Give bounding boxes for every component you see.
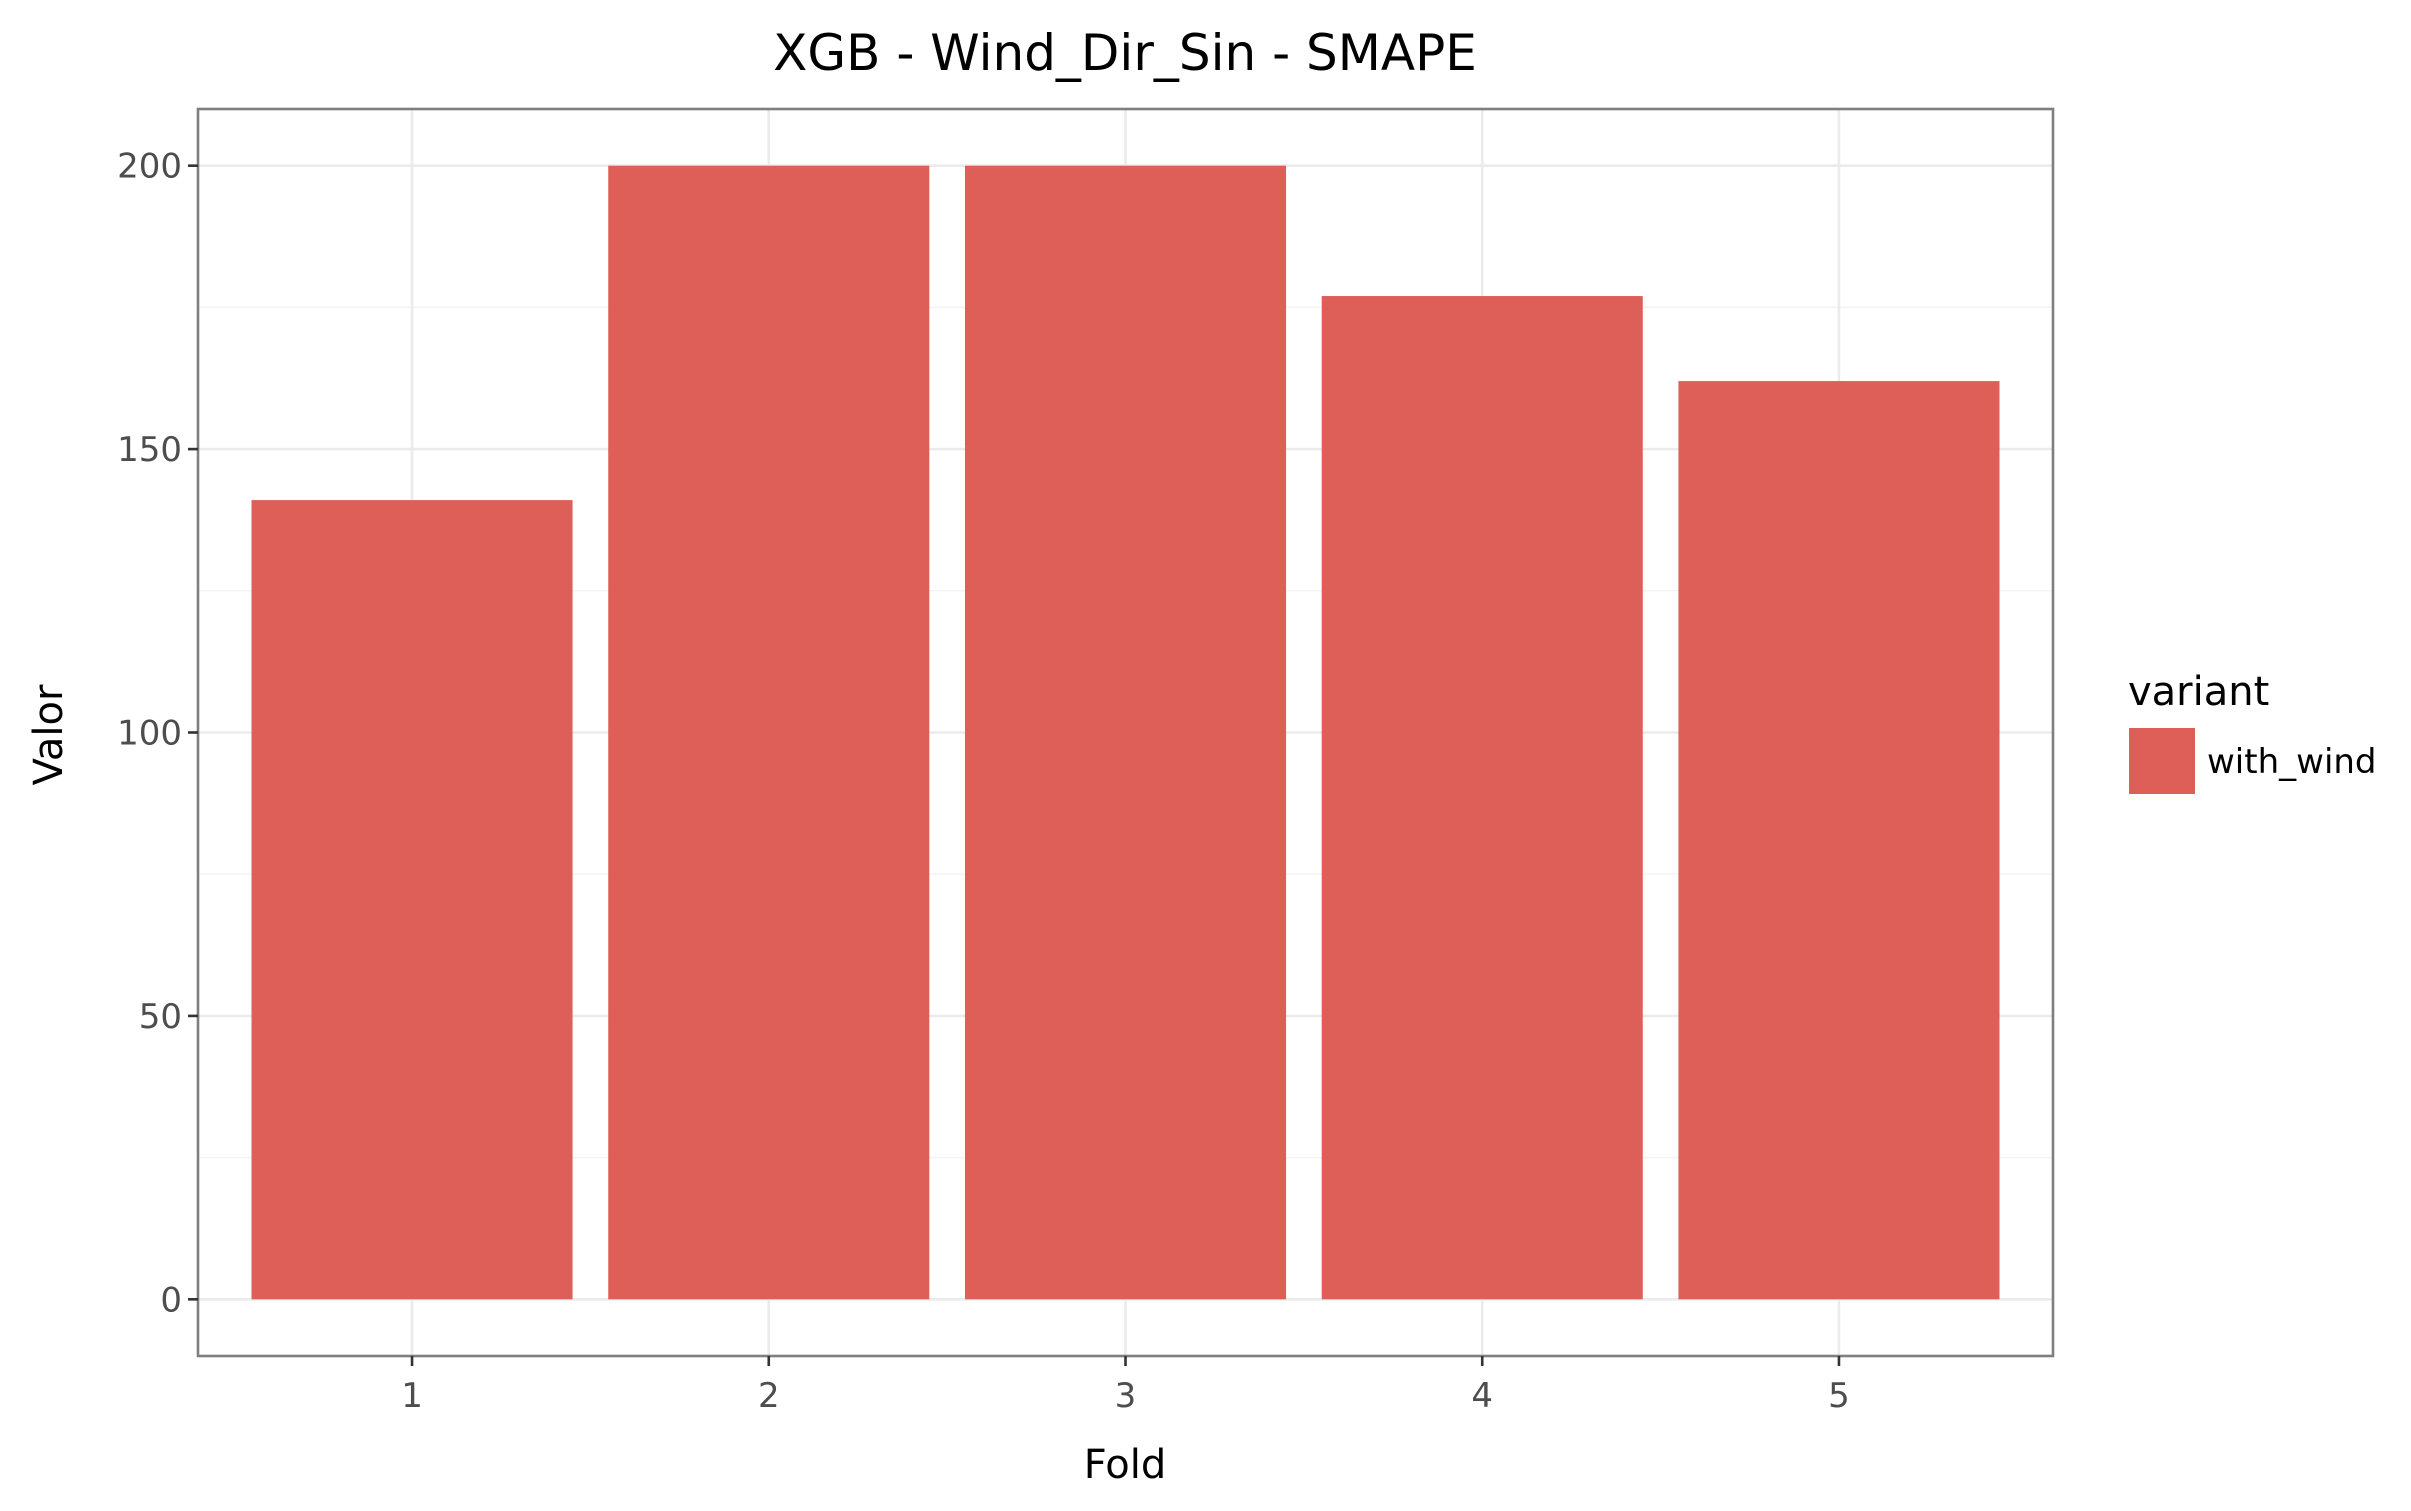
x-axis-title: Fold: [1084, 1442, 1167, 1488]
x-tick-label: 5: [1828, 1376, 1850, 1416]
y-axis-title: Valor: [26, 684, 72, 785]
legend-title: variant: [2128, 669, 2269, 715]
y-tick-label: 200: [117, 147, 182, 187]
legend: variant with_wind: [2128, 669, 2377, 794]
legend-key-with-wind: [2129, 728, 2195, 794]
bar-fold-4: [1321, 296, 1643, 1300]
y-tick-label: 150: [117, 430, 182, 470]
y-tick-label: 0: [160, 1280, 182, 1320]
plot-panel: 0 50 100 150 200 1 2 3 4 5: [117, 107, 2055, 1416]
x-tick-label: 3: [1115, 1376, 1137, 1416]
x-tick-label: 2: [758, 1376, 780, 1416]
x-tick-label: 1: [401, 1376, 423, 1416]
legend-label-with-wind: with_wind: [2207, 742, 2377, 782]
bar-fold-5: [1678, 381, 2000, 1300]
y-tick-label: 100: [117, 714, 182, 754]
bar-fold-3: [964, 165, 1287, 1300]
y-tick-label: 50: [139, 997, 182, 1037]
bar-fold-2: [608, 165, 930, 1300]
x-tick-label: 4: [1471, 1376, 1493, 1416]
chart-title: XGB - Wind_Dir_Sin - SMAPE: [773, 24, 1477, 82]
bar-fold-1: [251, 500, 573, 1300]
